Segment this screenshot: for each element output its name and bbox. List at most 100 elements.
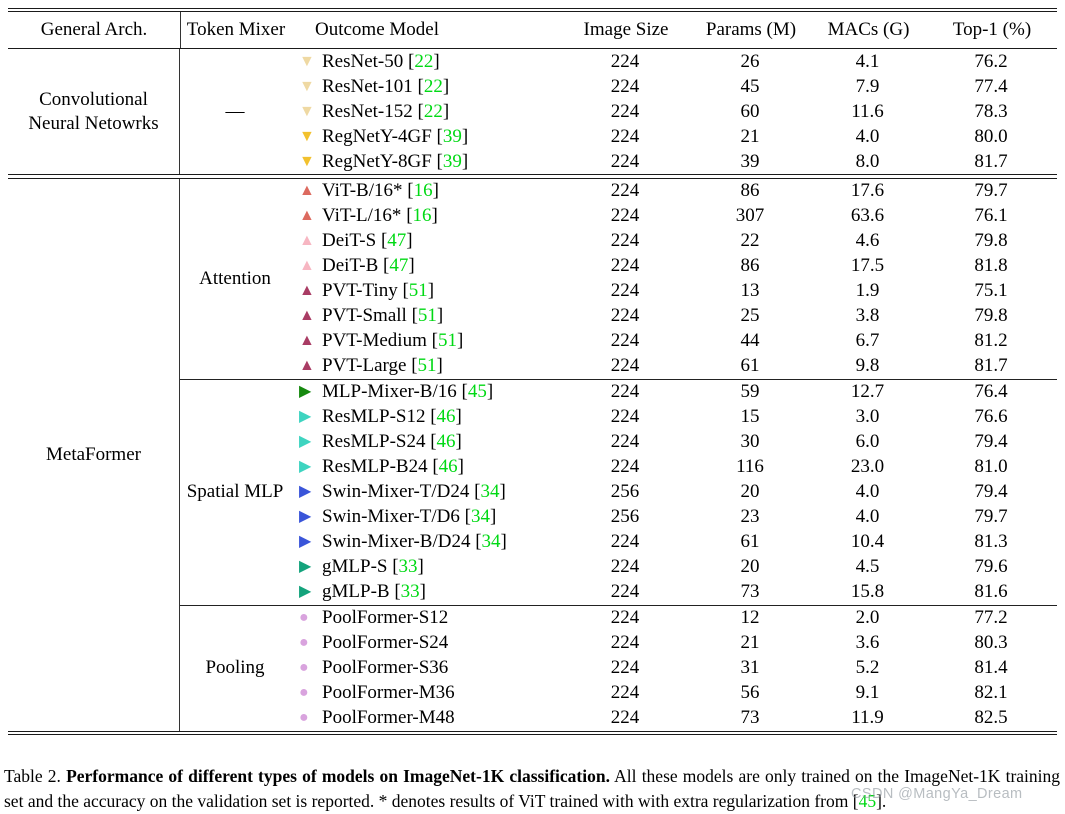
params-cell: 45 [740,75,760,97]
table-row: ▶ Swin-Mixer-T/D24 [34] 256 20 4.0 79.4 [290,480,1057,505]
params-cell: 25 [740,305,760,327]
citation-link-45[interactable]: 45 [858,791,877,811]
table-row: ▶ gMLP-S [33] 224 20 4.5 79.6 [290,555,1057,580]
macs-cell: 3.6 [855,632,880,654]
model-cell: ▼ ResNet-152 [22] [290,101,560,123]
citation-link[interactable]: [22] [412,100,450,122]
citation-number[interactable]: 22 [414,50,434,72]
citation-number[interactable]: 16 [412,205,432,227]
macs-cell: 17.6 [850,180,885,202]
circle-icon: ● [299,709,309,727]
citation-number[interactable]: 39 [442,125,462,147]
citation-link[interactable]: [45] [456,381,494,403]
top1-cell: 82.1 [974,682,1008,704]
model-cell: ● PoolFormer-S12 [290,607,560,629]
citation-number[interactable]: 33 [398,556,418,578]
top1-cell: 81.3 [974,531,1008,553]
size-cell: 224 [610,125,640,147]
citation-number[interactable]: 47 [387,230,407,252]
macs-cell: 6.7 [855,330,880,352]
params-cell: 26 [740,50,760,72]
citation-link[interactable]: [39] [431,125,469,147]
macs-cell: 17.5 [850,255,885,277]
model-name: PoolFormer-M48 [322,707,455,729]
citation-link[interactable]: [51] [397,280,435,302]
citation-link[interactable]: [46] [425,406,462,428]
triangle-up-icon: ▲ [299,357,315,375]
citation-link[interactable]: [46] [425,431,462,453]
citation-number[interactable]: 33 [400,581,420,603]
citation-link[interactable]: [22] [412,75,450,97]
size-cell: 224 [610,556,640,578]
column-header-image-size: Image Size [583,19,669,41]
table-row: ▼ ResNet-50 [22] 224 26 4.1 76.2 [290,49,1057,74]
citation-link[interactable]: [47] [376,230,413,252]
citation-number[interactable]: 46 [438,456,458,478]
model-name: MLP-Mixer-B/16 [322,381,457,403]
top1-cell: 79.6 [974,556,1008,578]
citation-number[interactable]: 34 [480,481,500,503]
table-row: ● PoolFormer-M36 224 56 9.1 82.1 [290,681,1057,706]
citation-number[interactable]: 51 [437,330,457,352]
size-cell: 224 [610,280,640,302]
citation-number[interactable]: 22 [423,100,443,122]
citation-number[interactable]: 46 [436,406,456,428]
citation-number[interactable]: 47 [389,255,409,277]
citation-link[interactable]: [51] [406,305,444,327]
citation-number[interactable]: 51 [408,280,428,302]
model-name: PoolFormer-S36 [322,657,449,679]
params-cell: 31 [740,657,760,679]
column-header-general-arch-: General Arch. [8,12,181,49]
citation-link[interactable]: [51] [426,330,464,352]
macs-cell: 4.1 [855,50,880,72]
triangle-up-icon: ▲ [299,307,315,325]
caption-body-text: All these models are only trained on the… [4,766,1061,811]
citation-link[interactable]: [47] [378,255,415,277]
citation-link[interactable]: [34] [470,531,507,553]
citation-number[interactable]: 22 [423,75,443,97]
citation-link[interactable]: [39] [431,150,469,172]
citation-number[interactable]: 46 [436,431,456,453]
model-cell: ▶ ResMLP-S12 [46] [290,406,560,428]
table-row: ▲ DeiT-S [47] 224 22 4.6 79.8 [290,229,1057,254]
top1-cell: 81.0 [974,456,1008,478]
citation-link[interactable]: [33] [389,581,426,603]
model-cell: ● PoolFormer-S24 [290,632,560,654]
citation-number[interactable]: 51 [417,355,437,377]
citation-link[interactable]: [51] [406,355,443,377]
params-cell: 86 [740,255,760,277]
macs-cell: 8.0 [855,150,880,172]
citation-link[interactable]: [34] [469,481,506,503]
citation-number[interactable]: 34 [470,506,490,528]
triangle-up-icon: ▲ [299,207,315,225]
citation-number[interactable]: 39 [442,150,462,172]
params-cell: 61 [740,531,760,553]
citation-link[interactable]: [16] [401,205,438,227]
macs-cell: 7.9 [855,75,880,97]
model-name: ResNet-152 [322,100,413,122]
model-name: DeiT-B [322,255,379,277]
table-header-row: General Arch. Token Mixer Outcome Model Ima… [8,12,1057,50]
size-cell: 224 [610,531,640,553]
table-row: ▼ ResNet-101 [22] 224 45 7.9 77.4 [290,74,1057,99]
column-header-top-1-: Top-1 (%) [952,19,1032,41]
citation-link[interactable]: [16] [402,180,439,202]
results-table: General Arch. Token Mixer Outcome Model Ima… [8,8,1057,736]
citation-number[interactable]: 51 [417,305,437,327]
params-cell: 60 [740,100,760,122]
circle-icon: ● [299,634,309,652]
triangle-right-icon: ▶ [299,583,312,601]
citation-link[interactable]: [46] [427,456,464,478]
citation-number[interactable]: 16 [413,180,433,202]
citation-link[interactable]: [22] [403,50,440,72]
citation-number[interactable]: 45 [467,381,487,403]
model-name: ResMLP-S12 [322,406,426,428]
macs-cell: 5.2 [855,657,880,679]
top1-cell: 79.7 [974,506,1008,528]
citation-number[interactable]: 34 [481,531,501,553]
size-cell: 224 [610,75,640,97]
citation-link[interactable]: [33] [387,556,424,578]
caption-bold-title: Performance of different types of models… [66,766,610,786]
column-header-macs-g-: MACs (G) [827,19,910,41]
citation-link[interactable]: [34] [459,506,497,528]
